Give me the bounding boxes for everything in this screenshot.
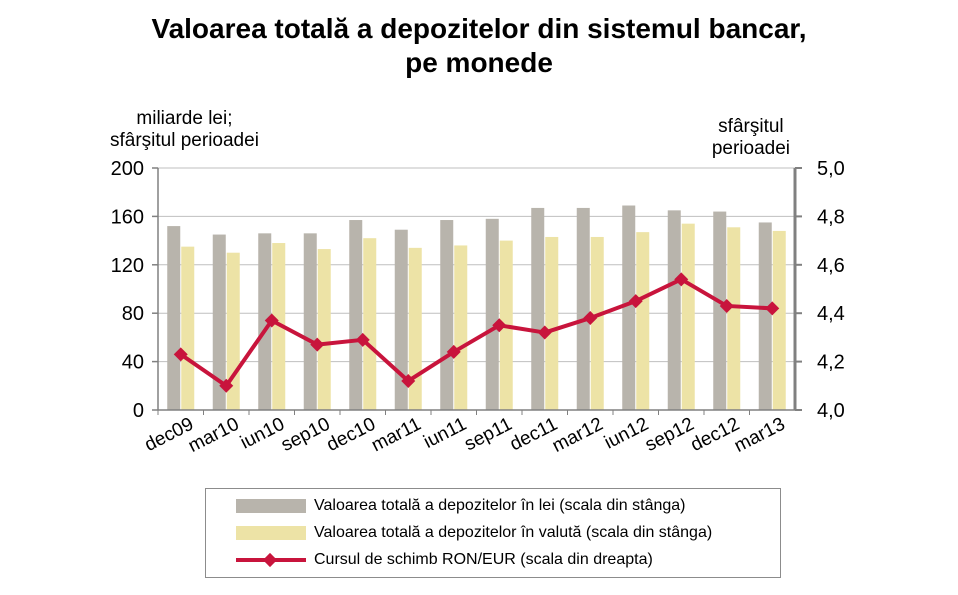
x-tick-label-sep11: sep11 xyxy=(461,414,515,456)
point-ron-eur-iun11 xyxy=(446,344,461,359)
bar-valuta-iun12 xyxy=(636,232,650,410)
legend-label-ron-eur: Cursul de schimb RON/EUR (scala din drea… xyxy=(314,551,653,568)
left-tick-label-4: 160 xyxy=(111,206,144,228)
point-ron-eur-mar10 xyxy=(219,378,234,393)
left-axis-note-line-2: sfârşitul perioadei xyxy=(110,130,259,151)
x-tick-label-iun11: iun11 xyxy=(420,414,470,453)
right-tick-label-0: 4,0 xyxy=(817,400,845,422)
legend-swatch-ron-eur xyxy=(236,553,306,567)
bar-lei-dec10 xyxy=(349,220,363,410)
legend-item-valuta: Valoarea totală a depozitelor în valută … xyxy=(236,520,712,546)
x-tick-label-sep10: sep10 xyxy=(278,414,334,456)
left-axis-note: miliarde lei; sfârşitul perioadei xyxy=(110,108,259,152)
right-axis-note-line-1: sfârşitul xyxy=(718,116,784,137)
point-ron-eur-dec10 xyxy=(355,332,370,347)
bar-lei-iun10 xyxy=(258,233,272,410)
point-ron-eur-dec09 xyxy=(173,347,188,362)
x-tick-label-mar13: mar13 xyxy=(731,414,789,457)
point-ron-eur-mar12 xyxy=(583,311,598,326)
point-ron-eur-mar11 xyxy=(401,373,416,388)
bar-lei-iun11 xyxy=(440,220,454,410)
bar-valuta-dec09 xyxy=(181,246,195,410)
left-tick-label-2: 80 xyxy=(122,303,144,325)
x-tick-label-dec09: dec09 xyxy=(141,414,197,456)
bar-valuta-iun10 xyxy=(272,243,286,410)
point-ron-eur-dec11 xyxy=(537,325,552,340)
right-tick-label-5: 5,0 xyxy=(817,158,845,180)
legend-swatch-lei xyxy=(236,499,306,513)
point-ron-eur-dec12 xyxy=(719,298,734,313)
right-tick-label-2: 4,4 xyxy=(817,303,845,325)
legend-label-lei: Valoarea totală a depozitelor în lei (sc… xyxy=(314,497,686,514)
point-ron-eur-iun10 xyxy=(264,313,279,328)
bar-lei-sep12 xyxy=(667,210,681,410)
chart-title-line-2: pe monede xyxy=(405,47,553,78)
bar-valuta-mar12 xyxy=(590,236,604,410)
left-axis-note-line-1: miliarde lei; xyxy=(136,108,233,129)
legend-item-lei: Valoarea totală a depozitelor în lei (sc… xyxy=(236,493,685,519)
bar-lei-dec12 xyxy=(713,211,727,410)
bar-valuta-sep10 xyxy=(317,249,331,410)
bar-lei-sep11 xyxy=(485,218,499,410)
bar-lei-mar10 xyxy=(212,234,226,410)
legend-label-valuta: Valoarea totală a depozitelor în valută … xyxy=(314,524,713,541)
x-tick-label-mar11: mar11 xyxy=(368,414,424,457)
bar-valuta-dec11 xyxy=(545,236,559,410)
chart-title: Valoarea totală a depozitelor din sistem… xyxy=(0,12,958,80)
bar-valuta-iun11 xyxy=(454,245,468,410)
bar-valuta-sep12 xyxy=(681,223,695,410)
line-ron-eur xyxy=(179,277,773,388)
bar-lei-iun12 xyxy=(622,205,636,410)
x-tick-label-iun12: iun12 xyxy=(601,414,652,454)
chart-title-line-1: Valoarea totală a depozitelor din sistem… xyxy=(151,13,807,44)
x-tick-label-iun10: iun10 xyxy=(237,414,288,454)
point-ron-eur-sep11 xyxy=(492,318,507,333)
bar-lei-dec11 xyxy=(531,207,545,410)
legend-swatch-valuta xyxy=(236,526,306,540)
bar-valuta-dec10 xyxy=(363,238,377,410)
right-axis-note: sfârşitul perioadei xyxy=(712,116,790,160)
left-tick-label-3: 120 xyxy=(111,255,144,277)
bar-valuta-mar13 xyxy=(772,230,786,410)
point-ron-eur-iun12 xyxy=(628,294,643,309)
x-tick-label-dec10: dec10 xyxy=(323,414,379,456)
left-tick-label-5: 200 xyxy=(111,158,144,180)
point-ron-eur-mar13 xyxy=(765,301,780,316)
x-tick-label-dec12: dec12 xyxy=(687,414,743,456)
right-tick-label-1: 4,2 xyxy=(817,352,845,374)
bar-lei-mar11 xyxy=(394,229,408,410)
bar-lei-mar13 xyxy=(758,222,772,410)
bar-valuta-dec12 xyxy=(727,227,741,410)
point-ron-eur-sep10 xyxy=(310,337,325,352)
x-tick-label-sep12: sep12 xyxy=(642,414,698,456)
point-ron-eur-sep12 xyxy=(674,272,689,287)
chart-legend: Valoarea totală a depozitelor în lei (sc… xyxy=(205,488,781,578)
bar-lei-mar12 xyxy=(576,207,590,410)
legend-item-ron-eur: Cursul de schimb RON/EUR (scala din drea… xyxy=(236,547,653,573)
left-tick-label-0: 0 xyxy=(133,400,144,422)
right-tick-label-3: 4,6 xyxy=(817,255,845,277)
x-tick-label-mar10: mar10 xyxy=(185,414,243,457)
bar-valuta-mar11 xyxy=(408,247,422,410)
bar-lei-dec09 xyxy=(167,226,181,410)
x-tick-label-mar12: mar12 xyxy=(549,414,607,457)
x-tick-label-dec11: dec11 xyxy=(507,414,561,456)
left-tick-label-1: 40 xyxy=(122,352,144,374)
right-axis-note-line-2: perioadei xyxy=(711,138,790,159)
right-tick-label-4: 4,8 xyxy=(817,206,845,228)
bar-lei-sep10 xyxy=(303,233,317,410)
